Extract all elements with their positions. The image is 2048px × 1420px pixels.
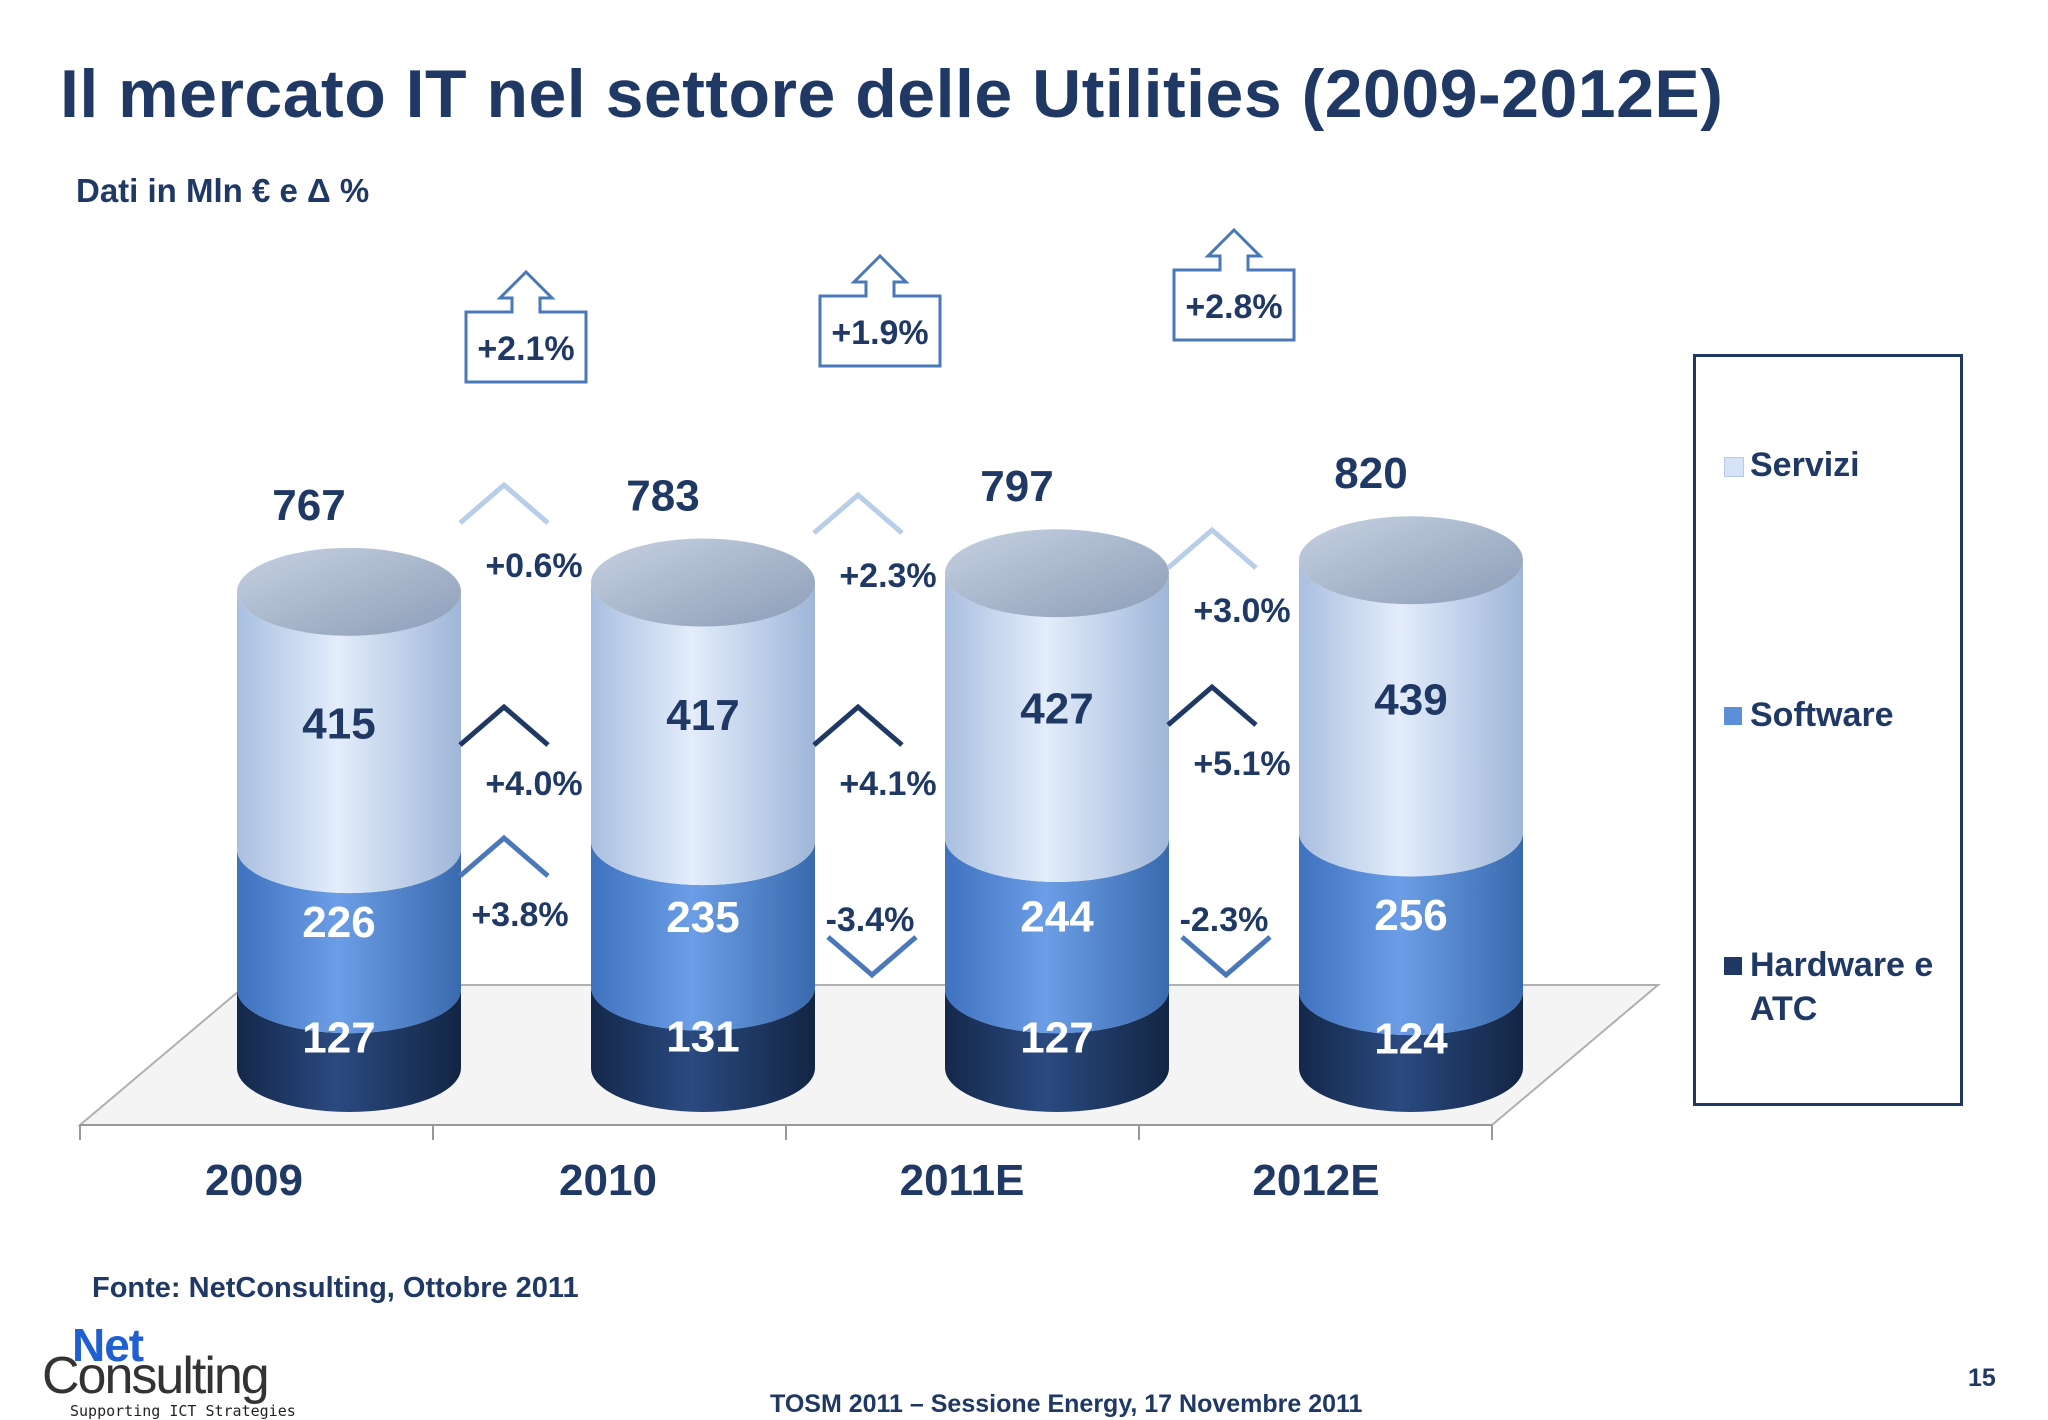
category-label-2011E: 2011E [900, 1156, 1025, 1205]
legend: Servizi Software Hardware e ATC [1693, 354, 1963, 1106]
bar-segment-software-2011E [945, 837, 1169, 1034]
servizi-growth-label-3: +3.0% [1193, 592, 1290, 630]
value-label-hardware-2009: 127 [302, 1014, 375, 1063]
bar-2012E [1299, 516, 1524, 1112]
value-label-servizi-2010: 417 [666, 691, 739, 740]
servizi-growth-label-2: +2.3% [839, 557, 936, 595]
total-growth-label-3: +2.8% [1185, 288, 1282, 326]
bar-segment-hardware-2010 [591, 986, 815, 1112]
bar-segment-servizi-2012E [1299, 560, 1524, 877]
category-label-2010: 2010 [559, 1156, 657, 1205]
category-label-2012E: 2012E [1252, 1156, 1379, 1205]
total-label-2010: 783 [626, 472, 699, 521]
bar-top-2009 [237, 547, 461, 636]
value-label-hardware-2010: 131 [666, 1012, 739, 1061]
bar-segment-software-2012E [1299, 832, 1524, 1036]
page-subtitle: Dati in Mln € e Δ % [76, 172, 370, 209]
hardware-growth-label-3: -2.3% [1180, 901, 1269, 939]
total-growth-arrow-2 [818, 253, 942, 368]
bar-segment-software-2010 [591, 841, 815, 1031]
bar-top-2012E [1299, 516, 1523, 605]
value-label-software-2012E: 256 [1374, 891, 1447, 940]
software-growth-arrow-2 [812, 703, 904, 747]
bar-segment-servizi-2009 [237, 591, 461, 894]
value-label-servizi-2009: 415 [302, 699, 375, 748]
hardware-growth-arrow-1 [458, 834, 550, 878]
legend-item-software: Software [1724, 693, 1990, 737]
value-label-hardware-2011E: 127 [1020, 1014, 1093, 1063]
value-label-software-2011E: 244 [1020, 893, 1094, 942]
bar-segment-servizi-2011E [945, 573, 1169, 882]
logo-tagline: Supporting ICT Strategies [70, 1402, 296, 1420]
value-label-software-2010: 235 [666, 893, 739, 942]
servizi-growth-label-1: +0.6% [485, 547, 582, 585]
category-label-2009: 2009 [205, 1156, 303, 1205]
legend-label-software: Software [1750, 696, 1894, 734]
hardware-growth-arrow-3 [1180, 935, 1272, 979]
servizi-growth-arrow-2 [812, 491, 904, 535]
value-label-software-2009: 226 [302, 898, 375, 947]
footer-text: TOSM 2011 – Sessione Energy, 17 Novembre… [770, 1390, 1363, 1418]
bar-segment-servizi-2010 [591, 582, 815, 886]
total-growth-arrow-1 [464, 269, 588, 384]
legend-label-hardware-line1: Hardware e [1750, 946, 1934, 984]
company-logo: Net Consulting Supporting ICT Strategies [42, 1319, 312, 1420]
bar-segment-hardware-2009 [237, 989, 461, 1112]
total-growth-label-1: +2.1% [477, 330, 574, 368]
servizi-growth-arrow-1 [458, 481, 550, 525]
page-number: 15 [1968, 1364, 1996, 1392]
total-label-2011E: 797 [980, 462, 1053, 511]
bar-top-2011E [945, 529, 1169, 618]
legend-label-servizi: Servizi [1750, 446, 1860, 484]
legend-swatch-servizi [1724, 457, 1744, 477]
value-label-hardware-2012E: 124 [1374, 1015, 1448, 1064]
bar-2010 [591, 538, 815, 1112]
bar-segment-hardware-2012E [1299, 991, 1523, 1112]
legend-item-hardware: Hardware e ATC [1724, 943, 1990, 1031]
logo-net-text: Net [72, 1319, 144, 1371]
bar-2011E [945, 529, 1169, 1112]
legend-swatch-software [1724, 707, 1742, 725]
source-note: Fonte: NetConsulting, Ottobre 2011 [92, 1272, 579, 1304]
hardware-growth-arrow-2 [826, 935, 918, 979]
page-title: Il mercato IT nel settore delle Utilitie… [60, 56, 1724, 132]
bar-segment-hardware-2011E [945, 989, 1169, 1112]
legend-item-servizi: Servizi [1724, 443, 1990, 487]
legend-label-hardware-line2: ATC [1750, 990, 1818, 1028]
software-growth-arrow-1 [458, 703, 550, 747]
bar-2009 [237, 547, 461, 1112]
value-label-servizi-2011E: 427 [1020, 685, 1093, 734]
software-growth-label-1: +4.0% [485, 765, 582, 803]
total-label-2009: 767 [272, 481, 345, 530]
value-label-servizi-2012E: 439 [1374, 675, 1447, 724]
software-growth-label-2: +4.1% [839, 765, 936, 803]
hardware-growth-label-2: -3.4% [826, 901, 915, 939]
legend-swatch-hardware [1724, 957, 1742, 975]
software-growth-arrow-3 [1166, 683, 1258, 727]
hardware-growth-label-1: +3.8% [471, 896, 568, 934]
servizi-growth-arrow-3 [1166, 526, 1258, 570]
total-growth-label-2: +1.9% [831, 314, 928, 352]
bar-top-2010 [591, 538, 815, 627]
total-growth-arrow-3 [1172, 227, 1296, 342]
software-growth-label-3: +5.1% [1193, 745, 1290, 783]
logo-consulting-text: Consulting [42, 1347, 270, 1405]
total-label-2012E: 820 [1334, 449, 1407, 498]
bar-segment-software-2009 [237, 849, 461, 1034]
